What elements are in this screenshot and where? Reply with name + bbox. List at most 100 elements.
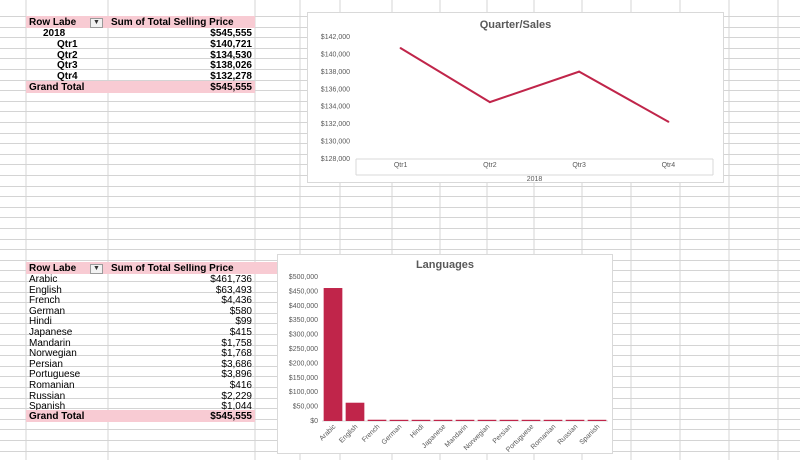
pivot1-total-label[interactable]: Grand Total — [29, 82, 85, 93]
bar[interactable] — [367, 419, 387, 421]
bar[interactable] — [455, 419, 475, 421]
pivot2-row-value[interactable]: $1,044 — [221, 401, 252, 413]
pivot1-year-label[interactable]: 2018 — [43, 28, 66, 39]
pivot2-total-label[interactable]: Grand Total — [29, 411, 85, 422]
bar[interactable] — [345, 402, 365, 421]
pivot2-row-value[interactable]: $1,758 — [221, 337, 252, 349]
pivot2-total-value[interactable]: $545,555 — [210, 411, 252, 422]
x-tick-label: Russian — [557, 423, 580, 446]
bar[interactable] — [521, 419, 541, 421]
y-tick-label: $130,000 — [321, 139, 350, 146]
pivot2-row-label[interactable]: Japanese — [29, 327, 73, 338]
x-tick-label: German — [381, 423, 404, 446]
y-tick-label: $500,000 — [289, 274, 318, 281]
pivot1-total-band — [26, 81, 255, 93]
pivot2-row-label[interactable]: Hindi — [29, 316, 52, 328]
bar[interactable] — [411, 419, 431, 421]
filter-dropdown-icon[interactable]: ▼ — [90, 18, 103, 28]
bar[interactable] — [499, 419, 519, 421]
x-tick-label: Spanish — [579, 423, 602, 446]
pivot2-row-label[interactable]: Mandarin — [29, 337, 71, 349]
pivot2-value-header[interactable]: Sum of Total Selling Price — [111, 264, 234, 274]
data-point[interactable] — [488, 101, 491, 104]
y-tick-label: $50,000 — [293, 404, 318, 411]
pivot2-row-label[interactable]: Norwegian — [29, 348, 77, 360]
data-point[interactable] — [399, 47, 402, 50]
x-tick-label: Arabic — [318, 423, 337, 442]
pivot1-row-value[interactable]: $138,026 — [210, 60, 252, 71]
x-tick-label: English — [338, 423, 359, 444]
x-tick-label: Hindi — [409, 423, 426, 440]
pivot2-row-label[interactable]: Persian — [29, 358, 63, 370]
pivot2-row-value[interactable]: $1,768 — [221, 348, 252, 360]
bar[interactable] — [565, 419, 585, 421]
pivot2-row-value[interactable]: $461,736 — [210, 274, 252, 285]
data-point[interactable] — [578, 70, 581, 73]
x-tick-label: Persian — [492, 423, 514, 445]
bar[interactable] — [323, 288, 343, 421]
pivot1-row-labels-header[interactable]: Row Labe — [29, 17, 77, 28]
y-tick-label: $142,000 — [321, 34, 350, 41]
x-tick-label: Japanese — [421, 423, 447, 449]
y-tick-label: $132,000 — [321, 121, 350, 128]
pivot2-row-value[interactable]: $99 — [235, 316, 252, 328]
pivot2-total-band — [26, 410, 255, 422]
pivot2-row-value[interactable]: $3,686 — [221, 358, 252, 370]
pivot2-row-label[interactable]: French — [29, 295, 61, 307]
pivot2-row-label[interactable]: Portuguese — [29, 369, 81, 381]
y-tick-label: $350,000 — [289, 317, 318, 324]
pivot1-total-value[interactable]: $545,555 — [210, 82, 252, 93]
pivot2-row-value[interactable]: $4,436 — [221, 295, 252, 307]
y-tick-label: $450,000 — [289, 288, 318, 295]
pivot1-row-label[interactable]: Qtr4 — [57, 71, 78, 82]
y-tick-label: $400,000 — [289, 303, 318, 310]
pivot2-row-label[interactable]: Russian — [29, 390, 66, 402]
line-chart-plot: $128,000 $130,000 $132,000 $134,000 $136,000… — [321, 34, 714, 182]
y-tick-label: $134,000 — [321, 104, 350, 111]
pivot2-row-labels-header[interactable]: Row Labe — [29, 263, 77, 274]
x-tick-label: Qtr3 — [572, 162, 586, 169]
bar[interactable] — [389, 419, 409, 421]
pivot1-row-value[interactable]: $132,278 — [210, 71, 252, 82]
bar[interactable] — [543, 419, 563, 421]
y-tick-label: $150,000 — [289, 375, 318, 382]
data-point[interactable] — [667, 120, 670, 123]
pivot2-row-value[interactable]: $2,229 — [221, 390, 252, 402]
pivot2-row-label[interactable]: Spanish — [29, 401, 66, 413]
pivot2-row-value[interactable]: $63,493 — [215, 284, 252, 296]
pivot2-row-label[interactable]: Romanian — [29, 380, 75, 391]
x-group-label: 2018 — [527, 176, 543, 182]
pivot1-row-value[interactable]: $134,530 — [210, 50, 252, 61]
y-tick-label: $140,000 — [321, 51, 350, 58]
pivot1-year-value[interactable]: $545,555 — [210, 28, 252, 39]
pivot1-row-value[interactable]: $140,721 — [210, 39, 252, 50]
pivot2-row-value[interactable]: $3,896 — [221, 369, 252, 381]
pivot2-row-label[interactable]: German — [29, 305, 66, 317]
pivot1-row-label[interactable]: Qtr3 — [57, 60, 78, 71]
y-tick-label: $200,000 — [289, 360, 318, 367]
series-line[interactable] — [400, 47, 669, 123]
pivot2-row-value[interactable]: $580 — [229, 305, 252, 317]
pivot2-row-label[interactable]: English — [29, 284, 62, 296]
bar[interactable] — [477, 419, 497, 421]
x-tick-label: Qtr4 — [662, 162, 676, 169]
chevron-down-icon[interactable]: ▼ — [90, 264, 103, 274]
pivot1-row-label[interactable]: Qtr1 — [57, 39, 78, 50]
pivot2-header-band — [26, 262, 277, 274]
pivot2-row-value[interactable]: $416 — [229, 380, 252, 391]
bar[interactable] — [433, 419, 453, 421]
y-tick-label: $128,000 — [321, 156, 350, 163]
y-tick-label: $250,000 — [289, 346, 318, 353]
pivot2-row-value[interactable]: $415 — [229, 327, 252, 338]
y-tick-label: $300,000 — [289, 332, 318, 339]
pivot1-header-band — [26, 16, 255, 28]
pivot1-value-header[interactable]: Sum of Total Selling Price — [111, 17, 234, 28]
languages-chart[interactable]: Languages $0 $50,000 $100,000 $150,000 $200,… — [277, 254, 613, 454]
x-tick-label: French — [361, 423, 381, 443]
quarter-sales-chart[interactable]: Quarter/Sales $128,000 $130,000 $132,000 $1… — [307, 12, 724, 183]
pivot2-row-label[interactable]: Arabic — [29, 274, 58, 285]
chart-title: Languages — [415, 259, 475, 271]
bar[interactable] — [587, 419, 607, 421]
y-tick-label: $0 — [310, 418, 318, 425]
pivot1-row-label[interactable]: Qtr2 — [57, 50, 78, 61]
